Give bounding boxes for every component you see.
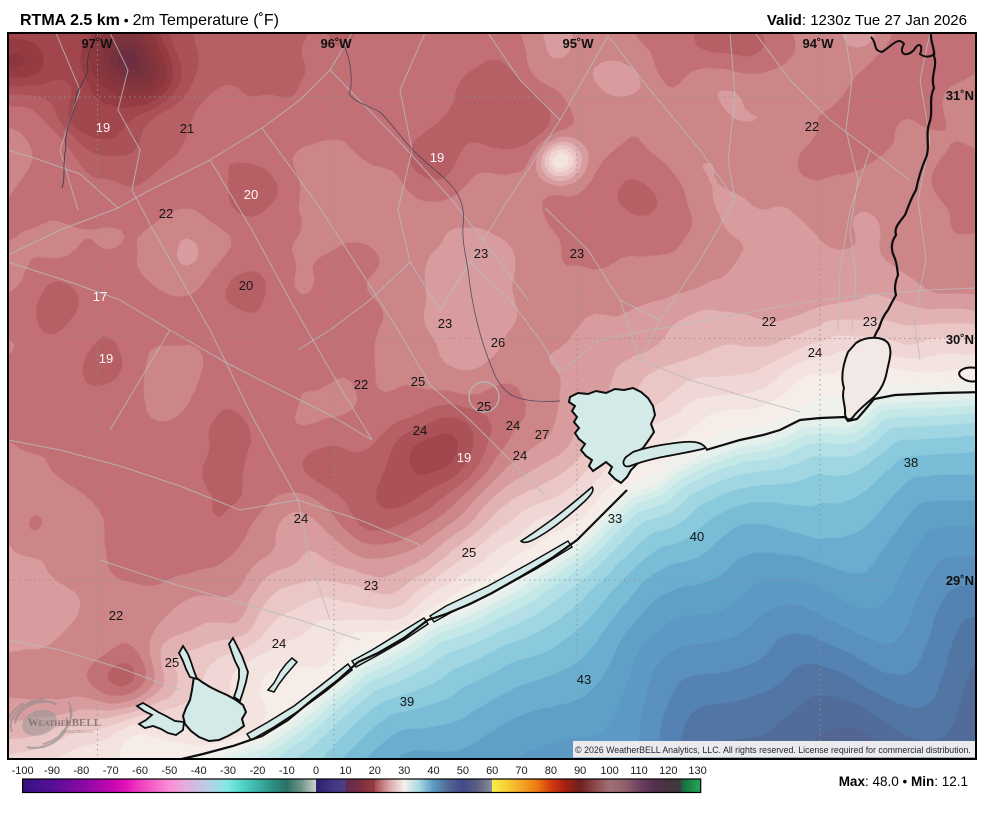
svg-text:23: 23 bbox=[364, 578, 378, 593]
svg-text:Max: 48.0 • Min: 12.1: Max: 48.0 • Min: 12.1 bbox=[839, 774, 968, 789]
svg-text:50: 50 bbox=[457, 765, 469, 777]
svg-text:-10: -10 bbox=[279, 765, 295, 777]
svg-text:38: 38 bbox=[904, 455, 918, 470]
svg-text:60: 60 bbox=[486, 765, 498, 777]
svg-text:0: 0 bbox=[313, 765, 319, 777]
svg-text:© 2026 WeatherBELL Analytics,: © 2026 WeatherBELL Analytics, LLC. All r… bbox=[575, 745, 971, 755]
svg-text:-80: -80 bbox=[73, 765, 89, 777]
svg-text:19: 19 bbox=[430, 150, 444, 165]
svg-text:ANALYTICS LLC: ANALYTICS LLC bbox=[63, 729, 94, 734]
svg-text:110: 110 bbox=[630, 765, 648, 777]
svg-text:19: 19 bbox=[96, 120, 110, 135]
svg-text:94˚W: 94˚W bbox=[802, 36, 834, 51]
svg-text:23: 23 bbox=[570, 246, 584, 261]
svg-text:10: 10 bbox=[339, 765, 351, 777]
svg-text:17: 17 bbox=[93, 289, 107, 304]
svg-text:25: 25 bbox=[477, 399, 491, 414]
svg-text:-40: -40 bbox=[191, 765, 207, 777]
svg-text:21: 21 bbox=[180, 121, 194, 136]
svg-text:WEATHERBELL: WEATHERBELL bbox=[28, 717, 101, 729]
svg-text:20: 20 bbox=[239, 278, 253, 293]
svg-text:30: 30 bbox=[398, 765, 410, 777]
svg-text:30˚N: 30˚N bbox=[946, 332, 974, 347]
svg-text:80: 80 bbox=[545, 765, 557, 777]
svg-text:23: 23 bbox=[474, 246, 488, 261]
svg-text:20: 20 bbox=[369, 765, 381, 777]
svg-text:Valid: 1230z Tue 27 Jan 2026: Valid: 1230z Tue 27 Jan 2026 bbox=[767, 12, 967, 29]
svg-text:130: 130 bbox=[688, 765, 706, 777]
svg-text:27: 27 bbox=[535, 427, 549, 442]
svg-text:-50: -50 bbox=[161, 765, 177, 777]
svg-text:24: 24 bbox=[272, 636, 286, 651]
svg-text:90: 90 bbox=[574, 765, 586, 777]
svg-text:-90: -90 bbox=[44, 765, 60, 777]
svg-text:20: 20 bbox=[244, 187, 258, 202]
svg-text:24: 24 bbox=[506, 418, 520, 433]
svg-text:26: 26 bbox=[491, 335, 505, 350]
svg-text:24: 24 bbox=[513, 448, 527, 463]
svg-text:95˚W: 95˚W bbox=[562, 36, 594, 51]
svg-text:31˚N: 31˚N bbox=[946, 88, 974, 103]
svg-text:23: 23 bbox=[438, 316, 452, 331]
svg-text:-20: -20 bbox=[249, 765, 265, 777]
svg-text:25: 25 bbox=[165, 655, 179, 670]
svg-text:96˚W: 96˚W bbox=[320, 36, 352, 51]
svg-text:-60: -60 bbox=[132, 765, 148, 777]
svg-text:RTMA 2.5 km • 2m Temperature (: RTMA 2.5 km • 2m Temperature (˚F) bbox=[20, 12, 279, 29]
svg-text:43: 43 bbox=[577, 672, 591, 687]
svg-text:25: 25 bbox=[411, 374, 425, 389]
svg-text:22: 22 bbox=[109, 608, 123, 623]
svg-text:39: 39 bbox=[400, 694, 414, 709]
svg-text:97˚W: 97˚W bbox=[81, 36, 113, 51]
svg-text:29˚N: 29˚N bbox=[946, 573, 974, 588]
svg-text:25: 25 bbox=[462, 545, 476, 560]
svg-text:40: 40 bbox=[427, 765, 439, 777]
svg-text:-30: -30 bbox=[220, 765, 236, 777]
svg-text:-100: -100 bbox=[12, 765, 34, 777]
svg-text:19: 19 bbox=[457, 450, 471, 465]
svg-text:22: 22 bbox=[762, 314, 776, 329]
svg-text:40: 40 bbox=[690, 529, 704, 544]
svg-text:24: 24 bbox=[294, 511, 308, 526]
svg-text:22: 22 bbox=[354, 377, 368, 392]
svg-text:70: 70 bbox=[515, 765, 527, 777]
svg-text:24: 24 bbox=[413, 423, 427, 438]
svg-text:24: 24 bbox=[808, 345, 822, 360]
svg-text:23: 23 bbox=[863, 314, 877, 329]
svg-text:19: 19 bbox=[99, 351, 113, 366]
svg-text:22: 22 bbox=[805, 119, 819, 134]
svg-text:100: 100 bbox=[600, 765, 618, 777]
svg-text:22: 22 bbox=[159, 206, 173, 221]
svg-text:33: 33 bbox=[608, 511, 622, 526]
svg-text:-70: -70 bbox=[103, 765, 119, 777]
svg-text:120: 120 bbox=[659, 765, 677, 777]
